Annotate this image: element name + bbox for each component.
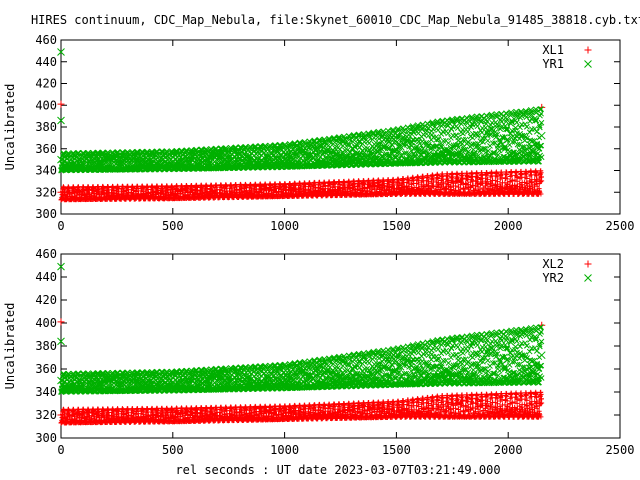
plot-panel-bottom: 300 320 340 360 380 400 420 440 460 0 500 1000 1500 2… [3, 247, 634, 457]
y-tick-label: 440 [35, 270, 57, 284]
y-axis-label: Uncalibrated [3, 84, 17, 171]
x-tick-label: 2500 [606, 443, 635, 457]
series-YR1 [57, 48, 546, 174]
series-YR2-points [58, 324, 545, 395]
x-tick-label: 1000 [270, 443, 299, 457]
data-point [537, 351, 546, 360]
legend-label: YR1 [542, 57, 564, 71]
data-point [57, 155, 65, 164]
data-point [537, 131, 546, 140]
data-point [57, 376, 65, 385]
series-XL2-points [58, 389, 545, 426]
y-tick-label: 320 [35, 185, 57, 199]
legend-label: XL1 [542, 43, 564, 57]
series-YR1-points [58, 106, 545, 174]
x-tick-label: 2000 [494, 443, 523, 457]
x-axis-label: rel seconds : UT date 2023-03-07T03:21:4… [175, 463, 500, 477]
series-XL1-points [58, 168, 545, 203]
y-tick-label: 420 [35, 293, 57, 307]
legend-label: YR2 [542, 271, 564, 285]
data-point [57, 116, 65, 125]
x-tick-label: 2000 [494, 219, 523, 233]
legend-marker [584, 46, 592, 54]
chart-title: HIRES continuum, CDC_Map_Nebula, file:Sk… [31, 13, 640, 27]
y-tick-label: 460 [35, 33, 57, 47]
x-tick-label: 500 [162, 219, 184, 233]
y-tick-label: 460 [35, 247, 57, 261]
x-tick-label: 500 [162, 443, 184, 457]
x-tick-label: 0 [57, 219, 64, 233]
y-tick-label: 360 [35, 142, 57, 156]
x-tick-label: 1500 [382, 219, 411, 233]
y-axis-label: Uncalibrated [3, 303, 17, 390]
legend-marker [584, 60, 592, 68]
y-tick-label: 300 [35, 431, 57, 445]
y-tick-label: 300 [35, 207, 57, 221]
y-tick-label: 320 [35, 408, 57, 422]
y-tick-label: 360 [35, 362, 57, 376]
data-point [57, 262, 65, 271]
x-tick-label: 0 [57, 443, 64, 457]
x-tick-label: 1000 [270, 219, 299, 233]
y-tick-label: 400 [35, 98, 57, 112]
y-tick-label: 340 [35, 385, 57, 399]
plot-panel-top: 300 320 340 360 380 400 420 440 460 0 500 1000 1500 2… [3, 33, 634, 233]
y-tick-label: 380 [35, 339, 57, 353]
data-point [57, 188, 65, 196]
data-point [57, 318, 65, 326]
y-tick-label: 420 [35, 77, 57, 91]
y-tick-label: 440 [35, 55, 57, 69]
data-point [57, 48, 65, 56]
series-YR2 [57, 262, 546, 395]
legend-marker [584, 260, 592, 268]
y-tick-label: 340 [35, 164, 57, 178]
data-point [57, 337, 65, 346]
y-tick-label: 400 [35, 316, 57, 330]
series-XL2 [57, 318, 546, 426]
data-point [57, 100, 65, 108]
data-point [57, 411, 65, 419]
legend-label: XL2 [542, 257, 564, 271]
y-tick-label: 380 [35, 120, 57, 134]
legend-marker [584, 274, 592, 282]
x-tick-label: 2500 [606, 219, 635, 233]
x-tick-label: 1500 [382, 443, 411, 457]
